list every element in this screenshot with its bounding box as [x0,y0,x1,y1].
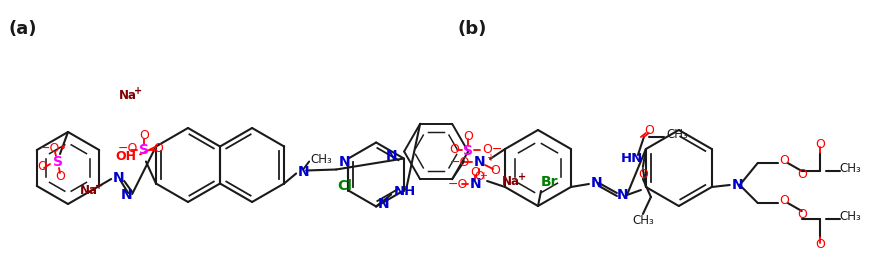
Text: Na: Na [80,184,98,196]
Text: +: + [134,86,142,97]
Text: CH₃: CH₃ [632,215,654,227]
Text: O: O [780,194,789,208]
Text: O: O [780,154,789,168]
Text: +: + [486,153,494,163]
Text: O: O [815,138,825,152]
Text: O: O [139,129,149,142]
Text: OH: OH [115,150,136,163]
Text: O: O [815,239,825,252]
Text: O: O [37,159,47,172]
Text: CH₃: CH₃ [310,153,332,166]
Text: N: N [732,178,743,192]
Text: CH₃: CH₃ [840,162,861,175]
Text: O: O [797,168,806,181]
Text: −O: −O [118,142,138,155]
Text: O: O [797,209,806,221]
Text: N: N [378,196,390,211]
Text: O: O [153,142,163,155]
Text: −O: −O [450,156,470,168]
Text: S: S [53,155,63,169]
Text: S: S [139,144,149,157]
Text: Na: Na [119,89,137,102]
Text: +: + [518,172,526,182]
Text: −O: −O [448,178,469,190]
Text: CH₃: CH₃ [840,211,861,224]
Text: CH₃: CH₃ [666,128,688,141]
Text: +: + [479,171,487,181]
Text: Na: Na [502,175,520,188]
Text: N: N [298,165,310,178]
Text: (b): (b) [458,20,487,38]
Text: S: S [463,144,473,158]
Text: N: N [338,154,350,168]
Text: O: O [644,125,654,138]
Text: HN: HN [621,153,643,165]
Text: (a): (a) [8,20,36,38]
Text: N: N [473,155,485,169]
Text: O: O [55,169,65,183]
Text: N: N [386,149,398,162]
Text: O: O [490,165,500,178]
Text: O: O [463,130,473,143]
Text: O: O [638,168,648,181]
Text: N: N [113,171,125,185]
Text: −O•: −O• [40,143,68,156]
Text: Cl: Cl [337,180,352,193]
Text: N: N [121,188,133,202]
Text: +: + [95,181,103,191]
Text: N: N [617,188,628,202]
Text: O: O [474,169,484,183]
Text: N: N [470,177,481,191]
Text: O: O [449,143,459,156]
Text: NH: NH [394,185,416,198]
Text: N: N [591,176,602,190]
Text: O−: O− [482,143,502,156]
Text: Br: Br [541,175,558,189]
Text: O: O [470,165,480,178]
